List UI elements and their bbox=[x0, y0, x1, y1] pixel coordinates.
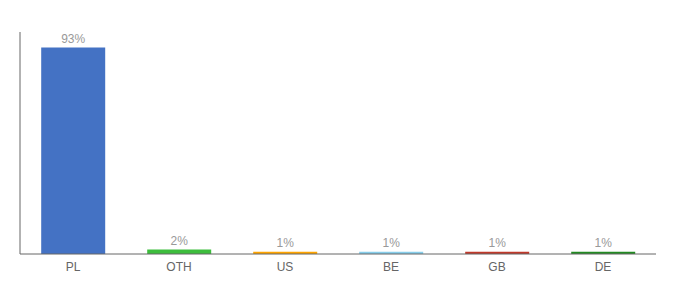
svg-text:GB: GB bbox=[488, 260, 505, 274]
svg-text:1%: 1% bbox=[489, 236, 507, 250]
svg-text:OTH: OTH bbox=[166, 260, 191, 274]
svg-text:1%: 1% bbox=[595, 236, 613, 250]
svg-text:93%: 93% bbox=[61, 32, 85, 46]
svg-text:US: US bbox=[277, 260, 294, 274]
svg-text:1%: 1% bbox=[277, 236, 295, 250]
svg-text:BE: BE bbox=[383, 260, 399, 274]
svg-text:DE: DE bbox=[595, 260, 612, 274]
svg-text:PL: PL bbox=[66, 260, 81, 274]
svg-text:1%: 1% bbox=[383, 236, 401, 250]
svg-text:2%: 2% bbox=[171, 234, 189, 248]
